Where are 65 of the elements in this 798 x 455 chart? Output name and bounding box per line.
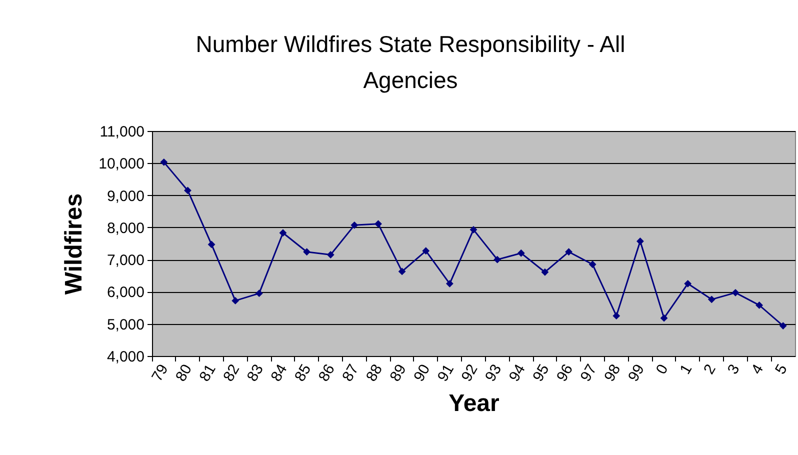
- point: [732, 288, 740, 296]
- x-tick-label: 3: [724, 362, 744, 378]
- point: [422, 247, 430, 255]
- point: [565, 248, 572, 256]
- x-tick-label: 5: [772, 362, 791, 378]
- point: [494, 256, 502, 264]
- x-tick-label: 79: [148, 362, 172, 384]
- point: [756, 302, 763, 309]
- x-tick-label: 87: [339, 362, 362, 384]
- point: [588, 260, 596, 268]
- x-tick-label: 86: [315, 362, 338, 384]
- point: [708, 296, 716, 304]
- x-tick-label: 85: [292, 362, 315, 384]
- point: [374, 220, 382, 228]
- point: [660, 314, 668, 322]
- point: [398, 268, 406, 276]
- x-tick-label: 90: [410, 362, 434, 384]
- point: [541, 268, 549, 276]
- y-axis-title: Wildfires: [60, 193, 88, 295]
- x-tick-label: 83: [244, 362, 267, 384]
- x-tick-label: 94: [506, 362, 529, 384]
- y-tick-label: 8,000: [106, 220, 144, 237]
- point: [303, 248, 311, 256]
- x-tick-label: 98: [601, 362, 624, 384]
- x-tick-label: 80: [172, 362, 196, 384]
- point: [636, 238, 644, 245]
- x-tick-label: 2: [700, 362, 720, 378]
- x-tick-label: 93: [482, 362, 506, 384]
- y-tick-label: 10,000: [98, 156, 144, 173]
- point: [160, 158, 168, 166]
- x-tick-label: 82: [220, 362, 244, 384]
- point: [255, 290, 263, 298]
- point: [350, 221, 358, 229]
- point: [279, 229, 287, 237]
- point: [446, 280, 454, 288]
- x-tick-label: 96: [553, 362, 577, 384]
- x-tick-label: 92: [458, 362, 482, 384]
- point: [470, 226, 478, 234]
- y-tick-label: 5,000: [106, 316, 144, 334]
- x-tick-label: 0: [652, 362, 672, 378]
- point: [232, 297, 240, 304]
- y-tick-label: 9,000: [106, 188, 144, 205]
- point: [517, 249, 525, 257]
- point: [326, 251, 334, 258]
- y-tick-label: 7,000: [106, 252, 144, 270]
- x-tick-label: 81: [196, 362, 220, 384]
- point: [612, 312, 620, 320]
- x-tick-label: 4: [748, 362, 768, 378]
- x-tick-label: 88: [362, 362, 386, 384]
- y-tick-label: 4,000: [106, 348, 144, 366]
- x-tick-label: 84: [268, 362, 291, 384]
- y-tick-label: 11,000: [100, 124, 144, 140]
- x-tick-label: 95: [530, 362, 553, 384]
- chart-title: Number Wildfires State Responsibility - All Agencies: [196, 31, 626, 93]
- point: [684, 280, 692, 288]
- x-tick-label: 97: [577, 362, 600, 384]
- point: [779, 322, 787, 330]
- x-tick-label: 91: [434, 362, 458, 384]
- x-tick-label: 89: [386, 362, 410, 384]
- x-tick-label: 99: [624, 362, 648, 384]
- x-tick-label: 1: [676, 362, 696, 378]
- y-tick-label: 6,000: [106, 284, 144, 302]
- x-axis-title: Year: [448, 390, 500, 417]
- point: [208, 240, 216, 248]
- point: [184, 186, 192, 194]
